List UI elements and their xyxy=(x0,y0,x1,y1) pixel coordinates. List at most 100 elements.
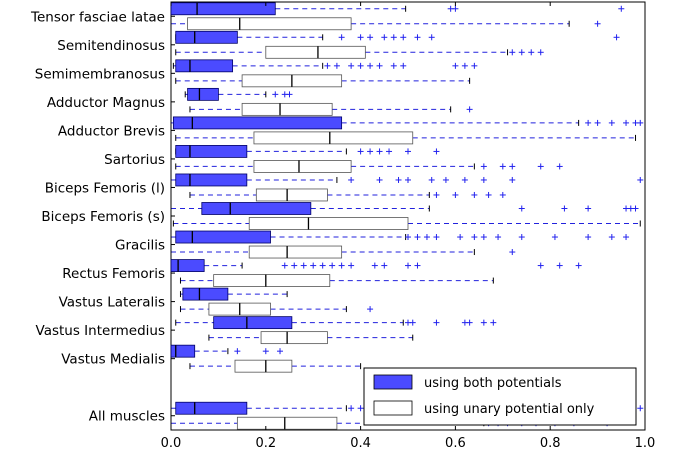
flier-point xyxy=(428,34,435,41)
flier-point xyxy=(357,148,364,155)
flier-point xyxy=(348,262,355,269)
flier-point xyxy=(357,62,364,69)
box-10-1 xyxy=(179,302,374,316)
series-both xyxy=(170,2,644,415)
series-unary xyxy=(170,17,641,430)
flier-point xyxy=(414,234,421,241)
flier-point xyxy=(452,62,459,69)
flier-point xyxy=(461,62,468,69)
category-label: Sartorius xyxy=(104,152,165,168)
category-label: Semitendinosus xyxy=(57,38,165,54)
box-4-1 xyxy=(175,131,637,145)
box-3-1 xyxy=(189,102,473,116)
category-label: Adductor Magnus xyxy=(47,95,165,111)
flier-point xyxy=(376,176,383,183)
flier-point xyxy=(409,319,416,326)
flier-point xyxy=(471,62,478,69)
iqr-box xyxy=(260,331,328,345)
iqr-box xyxy=(175,145,248,158)
flier-point xyxy=(376,148,383,155)
box-10-0 xyxy=(179,287,288,301)
box-11-0 xyxy=(175,316,497,330)
x-tick-label: 0.8 xyxy=(540,436,561,451)
flier-point xyxy=(405,176,411,183)
plot-area xyxy=(170,1,646,431)
flier-point xyxy=(618,5,625,12)
iqr-box xyxy=(248,245,343,259)
x-tick-label: 0.0 xyxy=(161,436,182,451)
flier-point xyxy=(575,262,582,269)
flier-point xyxy=(537,163,544,170)
category-label: Vastus Lateralis xyxy=(59,295,165,311)
box-7-0 xyxy=(170,202,639,215)
flier-point xyxy=(386,148,393,155)
flier-point xyxy=(585,119,592,126)
flier-point xyxy=(480,163,487,170)
category-label: Adductor Brevis xyxy=(58,123,165,139)
flier-point xyxy=(324,62,331,69)
flier-point xyxy=(338,262,345,269)
box-2-1 xyxy=(175,74,471,88)
flier-point xyxy=(405,262,411,269)
box-4-0 xyxy=(170,116,644,130)
flier-point xyxy=(376,62,383,69)
box-6-1 xyxy=(189,188,506,202)
iqr-box xyxy=(187,87,219,101)
box-7-1 xyxy=(172,217,641,230)
iqr-box xyxy=(248,217,409,230)
iqr-box xyxy=(182,287,229,301)
iqr-box xyxy=(175,401,248,415)
iqr-box xyxy=(213,316,293,330)
flier-point xyxy=(495,234,502,241)
flier-point xyxy=(537,262,544,269)
box-2-0 xyxy=(172,59,478,73)
iqr-box xyxy=(175,173,248,187)
x-axis: 0.0 0.2 0.4 0.6 0.8 1.0 xyxy=(161,2,655,451)
flier-point xyxy=(319,262,326,269)
flier-point xyxy=(348,176,355,183)
flier-point xyxy=(556,163,563,170)
flier-point xyxy=(329,262,336,269)
legend-label-unary: using unary potential only xyxy=(424,402,595,417)
flier-point xyxy=(637,119,644,126)
flier-point xyxy=(585,205,592,212)
iqr-box xyxy=(253,160,352,173)
iqr-box xyxy=(265,45,366,59)
flier-point xyxy=(281,262,288,269)
flier-point xyxy=(480,319,487,326)
box-6-0 xyxy=(170,173,644,187)
plot-frame xyxy=(170,1,646,431)
flier-point xyxy=(338,34,345,41)
flier-point xyxy=(272,91,279,98)
flier-point xyxy=(452,5,459,12)
iqr-box xyxy=(236,416,338,430)
flier-point xyxy=(637,405,644,412)
flier-point xyxy=(623,119,630,126)
flier-point xyxy=(400,34,407,41)
flier-point xyxy=(518,49,525,56)
flier-point xyxy=(613,34,620,41)
flier-point xyxy=(509,49,516,56)
flier-point xyxy=(367,34,374,41)
flier-point xyxy=(433,191,440,198)
flier-point xyxy=(490,319,497,326)
flier-point xyxy=(367,62,374,69)
box-1-1 xyxy=(175,45,544,59)
flier-point xyxy=(357,405,364,412)
flier-point xyxy=(367,148,374,155)
box-0-1 xyxy=(170,17,601,31)
flier-point xyxy=(623,234,630,241)
flier-point xyxy=(518,234,525,241)
box-9-0 xyxy=(170,259,582,272)
category-labels: Tensor fasciae latae Semitendinosus Semime… xyxy=(30,9,175,425)
flier-point xyxy=(499,191,506,198)
flier-point xyxy=(551,234,558,241)
box-3-0 xyxy=(184,87,293,101)
flier-point xyxy=(277,348,284,355)
flier-point xyxy=(637,176,644,183)
flier-point xyxy=(461,176,468,183)
flier-point xyxy=(348,62,355,69)
iqr-box xyxy=(201,202,312,215)
box-5-1 xyxy=(175,160,563,173)
flier-point xyxy=(594,119,601,126)
